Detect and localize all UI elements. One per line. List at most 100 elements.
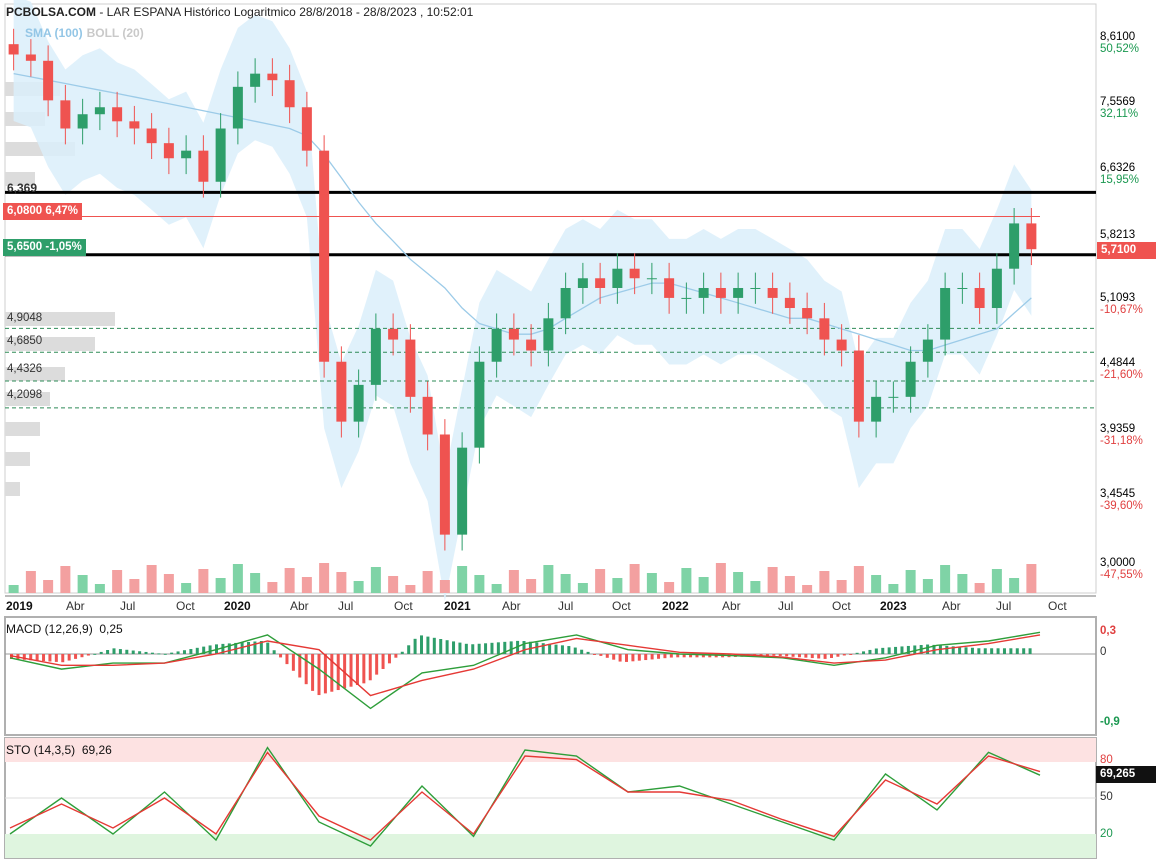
macd-histogram-bar <box>279 654 283 658</box>
macd-histogram-bar <box>765 654 769 656</box>
candle-body <box>301 107 312 151</box>
macd-histogram-bar <box>125 649 129 654</box>
candle-body <box>508 328 519 340</box>
candle-body <box>629 268 640 279</box>
macd-histogram-bar <box>426 636 430 654</box>
candle-body <box>664 278 675 298</box>
candle-body <box>422 396 433 435</box>
macd-axis-zero: 0 <box>1100 646 1107 658</box>
candle-body <box>129 121 140 129</box>
sto-current-tag: 69,265 <box>1096 766 1156 783</box>
candle-body <box>491 328 502 362</box>
macd-histogram-bar <box>535 642 539 654</box>
reference-price-tag: 6,0800 6,47% <box>3 203 82 220</box>
candle-body <box>922 339 933 362</box>
candle-body <box>94 107 105 115</box>
volume-bar <box>301 577 312 593</box>
x-axis-label: 2022 <box>662 599 689 613</box>
macd-histogram-bar <box>381 654 385 669</box>
macd-histogram-bar <box>304 654 308 685</box>
volume-bar <box>784 576 795 593</box>
macd-histogram-bar <box>259 641 263 654</box>
x-axis-label: Jul <box>558 599 574 613</box>
macd-histogram-bar <box>67 654 71 661</box>
x-axis-label: Jul <box>996 599 1012 613</box>
volume-bar <box>181 583 192 593</box>
volume-profile-bar <box>5 482 20 496</box>
volume-bar <box>474 575 485 593</box>
macd-histogram-bar <box>894 646 898 654</box>
candle-body <box>750 287 761 289</box>
macd-histogram-bar <box>42 654 46 662</box>
volume-profile-bar <box>5 422 40 436</box>
macd-histogram-bar <box>112 648 116 654</box>
volume-bar <box>60 566 71 593</box>
macd-histogram-bar <box>695 654 699 658</box>
macd-histogram-bar <box>637 654 641 661</box>
macd-histogram-bar <box>131 650 135 654</box>
candle-body <box>439 434 450 535</box>
macd-histogram-bar <box>362 654 366 684</box>
macd-histogram-bar <box>54 654 58 662</box>
macd-histogram-bar <box>189 649 193 654</box>
volume-bar <box>819 571 830 593</box>
support-level-label: 4,6850 <box>7 335 43 347</box>
macd-histogram-bar <box>227 643 231 654</box>
sto-axis-20: 20 <box>1100 828 1113 840</box>
x-axis-label: Oct <box>176 599 195 613</box>
volume-bar <box>733 572 744 593</box>
macd-histogram-bar <box>580 649 584 654</box>
candle-body <box>940 287 951 340</box>
macd-label: MACD (12,26,9) 0,25 <box>6 622 123 636</box>
macd-histogram-bar <box>618 654 622 662</box>
candle-body <box>25 54 36 61</box>
x-axis-label: 2020 <box>224 599 251 613</box>
macd-histogram-bar <box>477 643 481 654</box>
x-axis-label: 2021 <box>444 599 471 613</box>
macd-histogram-bar <box>170 652 174 654</box>
support-price-tag: 5,6500 -1,05% <box>3 239 86 256</box>
volume-bar <box>577 583 588 593</box>
candle-body <box>250 73 261 87</box>
candle-body <box>577 278 588 288</box>
chart-header: PCBOLSA.COM - LAR ESPANA Histórico Logar… <box>6 5 473 19</box>
candle-body <box>836 339 847 351</box>
volume-bar <box>336 572 347 593</box>
volume-bar <box>1026 564 1037 593</box>
macd-histogram-bar <box>548 643 552 654</box>
volume-bar <box>595 569 606 593</box>
candle-body <box>405 339 416 397</box>
macd-histogram-bar <box>355 654 359 686</box>
macd-histogram-bar <box>86 654 90 656</box>
macd-histogram-bar <box>669 654 673 658</box>
candle-body <box>353 384 364 422</box>
candle-body <box>77 114 88 129</box>
candle-body <box>1026 223 1037 250</box>
candle-body <box>474 361 485 448</box>
candle-body <box>612 268 623 288</box>
macd-histogram-bar <box>830 654 833 658</box>
macd-histogram-bar <box>368 654 372 681</box>
macd-histogram-bar <box>503 641 507 654</box>
resistance-label: 6,369 <box>7 181 38 195</box>
volume-bar <box>163 574 174 593</box>
candle-body <box>767 287 778 298</box>
volume-bar <box>526 579 537 593</box>
candle-body <box>146 128 157 144</box>
candle-body <box>871 396 882 422</box>
macd-histogram-bar <box>413 638 417 654</box>
volume-bar <box>129 579 140 593</box>
volume-profile-bar <box>5 392 50 406</box>
candle-body <box>284 80 295 108</box>
volume-bar <box>560 574 571 593</box>
volume-bar <box>25 571 36 593</box>
macd-histogram-bar <box>439 639 443 654</box>
macd-histogram-bar <box>605 654 609 658</box>
volume-bar <box>146 565 157 593</box>
macd-histogram-bar <box>484 643 488 654</box>
candle-body <box>543 318 554 351</box>
volume-bar <box>905 570 916 593</box>
volume-profile-bar <box>5 367 65 381</box>
candle-body <box>819 318 830 340</box>
candle-body <box>715 287 726 298</box>
